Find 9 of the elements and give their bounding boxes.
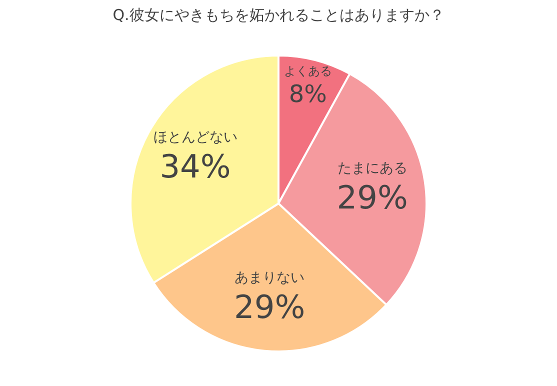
data-label: 8% bbox=[288, 80, 327, 108]
data-label: 34% bbox=[160, 148, 231, 186]
slice-label: あまりない bbox=[234, 270, 305, 286]
slice-label: よくある bbox=[284, 64, 332, 78]
data-label: 29% bbox=[336, 178, 408, 217]
slice-label: たまにある bbox=[337, 160, 408, 177]
chart-title: Q.彼女にやきもちを妬かれることはありますか？ bbox=[112, 6, 444, 24]
data-label: 29% bbox=[234, 288, 306, 326]
slice-label: ほとんどない bbox=[153, 130, 238, 146]
